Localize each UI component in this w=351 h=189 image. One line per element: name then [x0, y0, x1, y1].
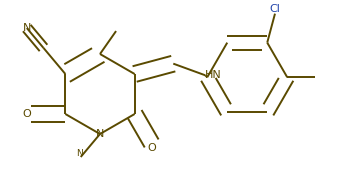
Text: N: N [96, 129, 104, 139]
Text: HN: HN [205, 70, 222, 80]
Text: N: N [76, 149, 83, 159]
Text: N: N [22, 23, 31, 33]
Text: Cl: Cl [270, 4, 280, 14]
Text: O: O [147, 143, 156, 153]
Text: O: O [22, 109, 31, 119]
